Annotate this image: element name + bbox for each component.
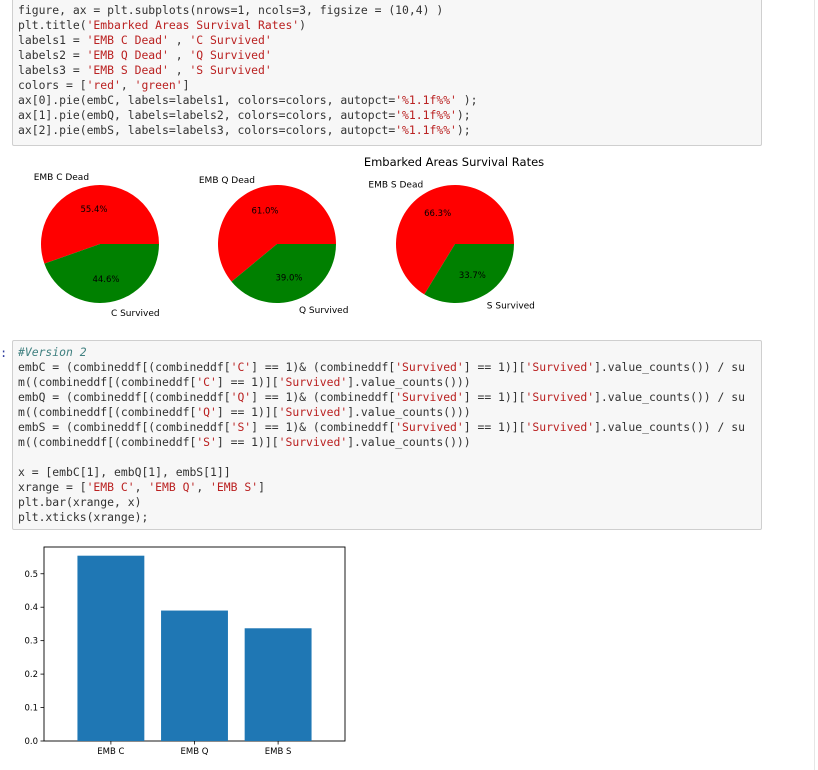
- code-line[interactable]: m((combineddf[(combineddf['Q'] == 1)]['S…: [18, 405, 471, 419]
- bar: [244, 628, 312, 741]
- pie-slice: [218, 184, 336, 282]
- y-tick-label: 0.4: [24, 603, 38, 613]
- pie-slice: [40, 184, 159, 264]
- code-line[interactable]: figure, ax = plt.subplots(nrows=1, ncols…: [18, 3, 444, 17]
- code-cell-pie[interactable]: figure, ax = plt.subplots(nrows=1, ncols…: [12, 0, 762, 146]
- code-editor[interactable]: figure, ax = plt.subplots(nrows=1, ncols…: [13, 0, 761, 138]
- code-line[interactable]: embQ = (combineddf[(combineddf['Q'] == 1…: [18, 390, 745, 404]
- code-line[interactable]: plt.xticks(xrange);: [18, 510, 149, 524]
- code-line[interactable]: x = [embC[1], embQ[1], embS[1]]: [18, 465, 231, 479]
- scrollbar-track[interactable]: [814, 0, 815, 770]
- pie-percent-label: 55.4%: [81, 205, 108, 215]
- pie-slice-label: S Survived: [487, 302, 535, 312]
- code-line[interactable]: labels3 = 'EMB S Dead' , 'S Survived': [18, 63, 272, 77]
- code-cell-bar[interactable]: #Version 2 embC = (combineddf[(combineddf…: [12, 340, 762, 530]
- pie-slice: [395, 184, 514, 295]
- pie-percent-label: 33.7%: [459, 271, 486, 281]
- pie-slice-label: EMB Q Dead: [199, 176, 255, 186]
- y-tick-label: 0.2: [24, 670, 38, 680]
- cell-prompt: :: [0, 346, 8, 360]
- y-tick-label: 0.0: [24, 737, 38, 747]
- code-line[interactable]: embC = (combineddf[(combineddf['C'] == 1…: [18, 360, 745, 374]
- code-line[interactable]: [18, 450, 761, 465]
- pie-percent-label: 39.0%: [275, 273, 302, 283]
- code-editor[interactable]: #Version 2 embC = (combineddf[(combineddf…: [13, 341, 761, 525]
- pie-slice-label: Q Survived: [299, 306, 348, 316]
- code-line[interactable]: labels2 = 'EMB Q Dead' , 'Q Survived': [18, 48, 272, 62]
- x-tick-label: EMB S: [265, 747, 292, 757]
- code-line[interactable]: colors = ['red', 'green']: [18, 78, 190, 92]
- pie-percent-label: 66.3%: [424, 209, 451, 219]
- code-line[interactable]: ax[0].pie(embC, labels=labels1, colors=c…: [18, 93, 478, 107]
- bar: [161, 610, 228, 741]
- code-line[interactable]: labels1 = 'EMB C Dead' , 'C Survived': [18, 33, 272, 47]
- pie-slice: [44, 244, 160, 303]
- pie-slice-label: C Survived: [111, 309, 160, 319]
- x-tick-label: EMB Q: [181, 747, 209, 757]
- pie-charts-output: 55.4% EMB C Dead 44.6% C Survived 61.0% EMB Q…: [34, 155, 544, 319]
- code-line[interactable]: ax[2].pie(embS, labels=labels3, colors=c…: [18, 123, 471, 137]
- code-line[interactable]: embS = (combineddf[(combineddf['S'] == 1…: [18, 420, 745, 434]
- pie-slice-label: EMB S Dead: [368, 180, 423, 190]
- y-tick-label: 0.5: [24, 570, 38, 580]
- y-tick-label: 0.3: [24, 637, 38, 647]
- code-line[interactable]: xrange = ['EMB C', 'EMB Q', 'EMB S']: [18, 480, 265, 494]
- y-tick-label: 0.1: [24, 704, 38, 714]
- code-line[interactable]: plt.bar(xrange, x): [18, 495, 142, 509]
- pie-slice: [424, 244, 514, 303]
- code-line[interactable]: ax[1].pie(embQ, labels=labels2, colors=c…: [18, 108, 471, 122]
- pie-chart-title: Embarked Areas Survival Rates: [364, 155, 544, 169]
- code-line[interactable]: m((combineddf[(combineddf['S'] == 1)]['S…: [18, 435, 471, 449]
- pie-percent-label: 61.0%: [252, 207, 279, 217]
- bar-plot-frame: [43, 546, 346, 742]
- x-tick-label: EMB C: [97, 747, 124, 757]
- code-line[interactable]: m((combineddf[(combineddf['C'] == 1)]['S…: [18, 375, 471, 389]
- pie-slice-label: EMB C Dead: [34, 173, 89, 183]
- pie-slice: [231, 244, 336, 303]
- code-line[interactable]: #Version 2: [18, 345, 87, 359]
- bar: [77, 555, 145, 741]
- pie-percent-label: 44.6%: [92, 275, 119, 285]
- code-line[interactable]: plt.title('Embarked Areas Survival Rates…: [18, 18, 307, 32]
